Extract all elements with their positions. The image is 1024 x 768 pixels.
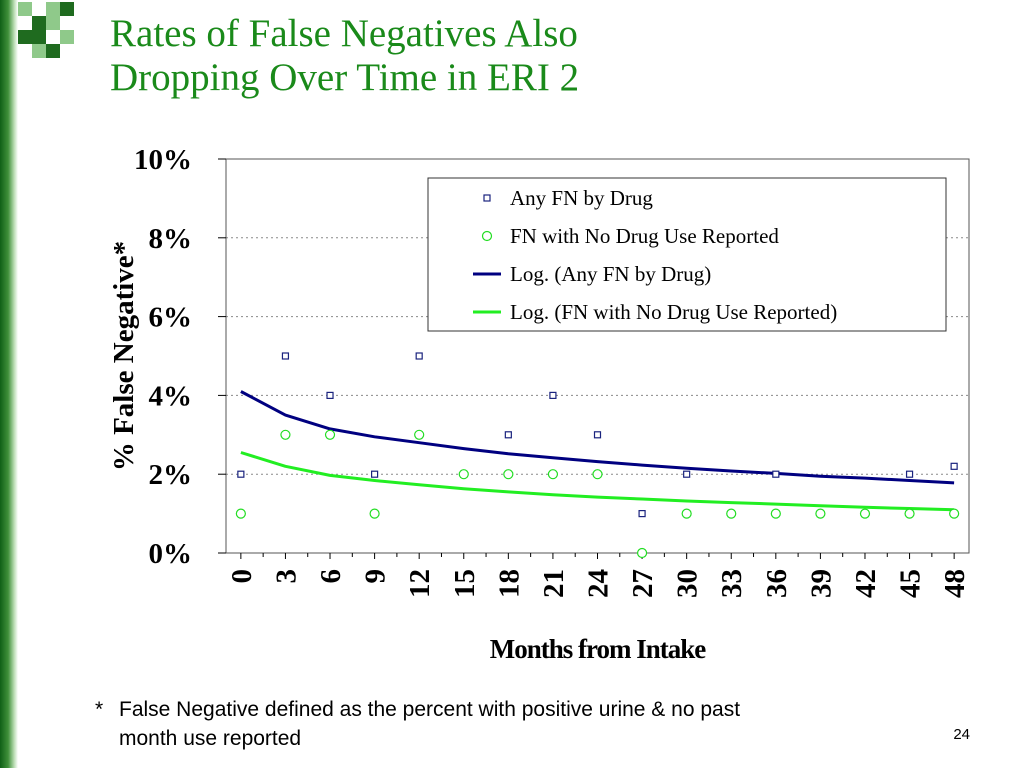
x-tick-label: 0 — [226, 569, 258, 584]
data-point — [770, 508, 781, 519]
data-point — [815, 508, 826, 519]
legend-label: Any FN by Drug — [510, 186, 653, 210]
data-point — [415, 352, 423, 360]
x-tick-label: 24 — [583, 569, 615, 598]
data-point — [324, 429, 336, 440]
data-point — [683, 470, 691, 478]
data-point — [458, 469, 469, 480]
x-tick-label: 27 — [627, 569, 659, 598]
y-tick-label: 8% — [149, 223, 193, 255]
x-tick-label: 33 — [716, 569, 748, 598]
trend-line — [240, 390, 955, 485]
trend-line — [240, 451, 955, 512]
footnote: * False Negative defined as the percent w… — [95, 695, 915, 753]
legend-label: FN with No Drug Use Reported — [510, 224, 779, 248]
data-point — [280, 429, 291, 440]
data-point — [905, 470, 914, 478]
x-axis-title: Months from Intake — [490, 634, 707, 664]
y-tick-label: 0% — [149, 538, 193, 570]
x-tick-label: 36 — [761, 569, 793, 598]
data-point — [235, 508, 246, 519]
data-point — [772, 470, 780, 478]
slide-sidebar-stripe — [0, 0, 18, 768]
y-tick-label: 6% — [149, 302, 193, 334]
x-tick-label: 3 — [270, 569, 302, 584]
data-point — [281, 352, 290, 360]
data-point — [681, 508, 692, 519]
y-tick-label: 2% — [149, 459, 193, 491]
data-point — [237, 470, 245, 478]
y-axis-title: % False Negative* — [108, 241, 140, 471]
data-point — [549, 391, 557, 399]
x-tick-label: 6 — [315, 569, 347, 584]
x-tick-label: 30 — [672, 569, 704, 598]
data-point — [326, 391, 334, 399]
data-point — [904, 508, 915, 519]
x-tick-label: 15 — [449, 569, 481, 598]
footnote-line-1: False Negative defined as the percent wi… — [119, 698, 741, 721]
legend-label: Log. (FN with No Drug Use Reported) — [510, 300, 837, 324]
x-tick-label: 42 — [850, 569, 882, 598]
data-point — [547, 469, 559, 480]
data-point — [726, 508, 737, 519]
data-point — [949, 508, 960, 519]
x-tick-label: 21 — [538, 569, 570, 598]
data-point — [414, 429, 425, 440]
data-point — [369, 508, 380, 519]
x-tick-label: 9 — [360, 569, 392, 584]
footnote-marker: * — [95, 698, 104, 721]
y-tick-label: 10% — [134, 144, 192, 176]
y-tick-label: 4% — [149, 380, 193, 412]
data-point — [638, 510, 646, 518]
x-tick-label: 48 — [939, 569, 971, 598]
slide-title-line-2: Dropping Over Time in ERI 2 — [110, 56, 580, 99]
x-tick-label: 12 — [404, 569, 436, 598]
logo-checker-icon — [14, 0, 78, 64]
data-point — [503, 469, 514, 480]
slide-title-line-1: Rates of False Negatives Also — [110, 12, 578, 55]
data-point — [504, 431, 512, 439]
data-point — [592, 469, 603, 480]
slide-title: Rates of False Negatives Also Dropping O… — [110, 12, 810, 100]
legend-label: Log. (Any FN by Drug) — [510, 262, 711, 286]
data-point — [859, 508, 871, 519]
footnote-line-2: month use reported — [119, 727, 302, 750]
page-number: 24 — [953, 726, 970, 743]
data-point — [950, 462, 958, 470]
data-point — [593, 431, 602, 439]
x-tick-label: 39 — [805, 569, 837, 598]
data-point — [636, 547, 648, 559]
legend-swatch — [483, 194, 491, 202]
data-point — [371, 470, 379, 478]
x-tick-label: 18 — [493, 569, 525, 598]
legend-swatch — [481, 230, 493, 242]
legend-box — [427, 177, 947, 332]
x-tick-label: 45 — [895, 569, 927, 598]
